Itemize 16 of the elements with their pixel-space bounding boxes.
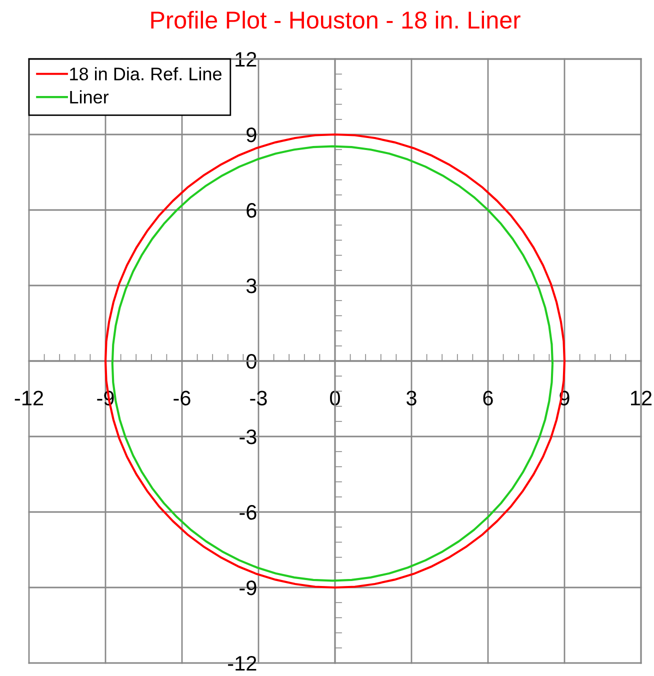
x-tick-label: 12: [631, 390, 652, 406]
y-tick-label: -12: [228, 656, 256, 671]
y-tick-label: 9: [246, 128, 256, 142]
x-tick-label: -6: [174, 390, 190, 406]
y-tick-label: -3: [240, 430, 256, 444]
x-tick-label: 6: [483, 390, 493, 406]
x-tick-label: -12: [14, 390, 44, 406]
legend-label: Liner: [70, 90, 109, 104]
y-tick-label: -9: [240, 580, 256, 596]
y-tick-label: -6: [240, 505, 256, 520]
y-tick-label: 3: [246, 278, 256, 294]
chart-title: Profile Plot - Houston - 18 in. Liner: [151, 10, 520, 29]
x-tick-label: 3: [406, 390, 416, 406]
y-tick-label: 12: [236, 52, 256, 67]
legend-label: 18 in Dia. Ref. Line: [70, 67, 222, 80]
y-tick-label: 6: [246, 203, 256, 218]
